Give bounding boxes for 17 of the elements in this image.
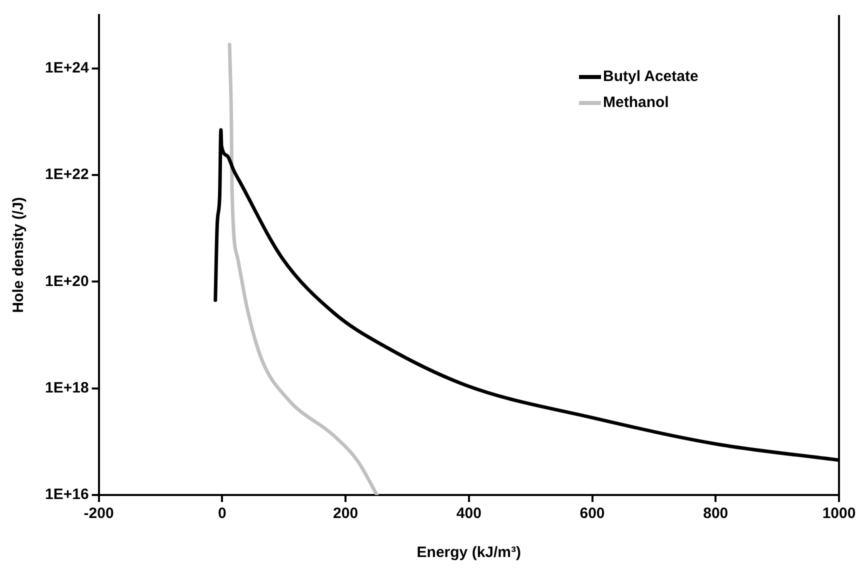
y-tick-label: 1E+22 bbox=[44, 166, 89, 184]
x-tick-label: 400 bbox=[456, 505, 482, 522]
y-tick-label: 1E+18 bbox=[44, 379, 89, 396]
legend-label: Butyl Acetate bbox=[603, 68, 698, 86]
x-tick-label: -200 bbox=[84, 505, 114, 522]
x-tick-label: 0 bbox=[218, 505, 226, 522]
x-axis-title: Energy (kJ/m³) bbox=[416, 544, 521, 562]
x-tick-label: 600 bbox=[580, 505, 605, 522]
y-axis-title: Hole density (/J) bbox=[10, 197, 28, 313]
line-series bbox=[228, 42, 379, 495]
legend-label: Methanol bbox=[603, 94, 669, 112]
y-tick-label: 1E+20 bbox=[44, 272, 89, 290]
y-tick-label: 1E+16 bbox=[44, 486, 89, 504]
x-tick-label: 800 bbox=[703, 505, 728, 522]
x-tick-label: 1000 bbox=[822, 505, 856, 522]
y-tick-label: 1E+24 bbox=[44, 59, 90, 76]
x-tick-label: 200 bbox=[333, 505, 358, 522]
